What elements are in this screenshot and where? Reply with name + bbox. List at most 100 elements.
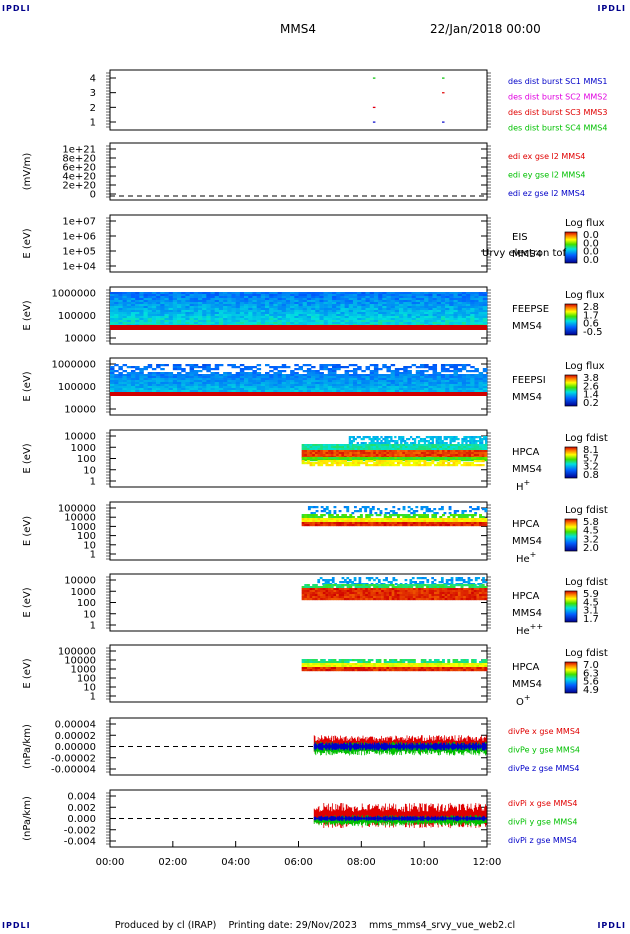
feepse-spectrogram-cell: [252, 318, 257, 321]
feepse-spectrogram-cell: [457, 312, 463, 315]
feepse-spectrogram-cell: [428, 306, 433, 309]
hpca-h-band-2-cell: [375, 454, 379, 457]
hpca-he2-band-0-cell: [327, 579, 330, 582]
feepsi-spectrogram-cell: [231, 386, 236, 389]
hpca-he1-band-3-cell: [394, 522, 398, 525]
feepsi-spectrogram-cell: [348, 376, 354, 379]
feepse-spectrogram-cell: [315, 296, 320, 299]
hpca-he1-band-2-cell: [325, 518, 329, 521]
feepse-spectrogram-cell: [210, 318, 216, 321]
feepse-spectrogram-cell: [319, 316, 324, 319]
feepse-spectrogram-cell: [181, 314, 186, 317]
hpca-he2-band-2-cell: [330, 588, 334, 591]
ylabel-hpca_h: E (eV): [22, 443, 33, 473]
hpca-he1-band-2-cell: [344, 518, 347, 521]
hpca-he1-band-2-cell: [423, 520, 427, 523]
feepse-spectrogram-cell: [352, 314, 358, 317]
feepse-spectrogram-cell: [189, 310, 195, 313]
hpca-he1-band-2-cell: [333, 518, 337, 521]
hpca-he1-band-3-cell: [386, 522, 390, 525]
feepse-spectrogram-cell: [365, 312, 371, 315]
hpca-he1-band-0-cell: [333, 512, 337, 515]
feepsi-spectrogram-cell: [147, 372, 153, 375]
feepse-spectrogram-cell: [440, 296, 446, 299]
ytick-label-edi: 4e+20: [62, 172, 96, 183]
feepsi-spectrogram-cell: [256, 382, 262, 385]
feepsi-spectrogram-cell: [197, 386, 203, 389]
feepsi-spectrogram-cell: [432, 382, 438, 385]
feepse-spectrogram-cell: [130, 296, 136, 299]
hpca-h-band-1-cell: [391, 448, 395, 451]
hpca-he1-band-3-cell: [349, 524, 353, 527]
feepse-spectrogram-cell: [172, 318, 178, 321]
feepse-spectrogram-cell: [114, 298, 119, 301]
hpca-h-band-2-cell: [301, 450, 305, 453]
feepsi-spectrogram-cell: [336, 378, 341, 381]
feepse-spectrogram-cell: [407, 300, 412, 303]
feepsi-spectrogram-cell: [193, 372, 199, 375]
feepse-spectrogram-cell: [206, 304, 211, 307]
hpca-he2-band-0-cell: [431, 577, 434, 580]
hpca-he1-band-0-cell: [397, 508, 401, 511]
feepse-spectrogram-cell: [319, 306, 324, 309]
feepse-spectrogram-cell: [474, 298, 479, 301]
hpca-h-band-3-cell: [375, 457, 379, 460]
feepse-spectrogram-cell: [365, 296, 371, 299]
feepse-spectrogram-cell: [281, 302, 287, 305]
feepse-spectrogram-cell: [378, 302, 383, 305]
hpca-h-band-2-cell: [367, 452, 371, 455]
hpca-he2-band-1-cell: [336, 586, 340, 589]
feepse-spectrogram-cell: [365, 322, 371, 325]
hpca-h-band-1-cell: [373, 448, 377, 451]
feepse-spectrogram-cell: [147, 296, 153, 299]
feepse-spectrogram-cell: [122, 310, 128, 313]
feepse-spectrogram-cell: [327, 292, 333, 295]
hpca-h-band-1-cell: [457, 448, 461, 451]
feepse-spectrogram-cell: [457, 296, 463, 299]
feepse-spectrogram-cell: [269, 296, 274, 299]
feepsi-spectrogram-cell: [252, 384, 257, 387]
feepsi-spectrogram-cell: [130, 382, 136, 385]
feepsi-spectrogram-cell: [202, 374, 207, 377]
hpca-h-band-3-cell: [465, 457, 469, 460]
feepse-spectrogram-cell: [218, 318, 224, 321]
feepse-spectrogram-cell: [122, 322, 128, 325]
hpca-h-band-3-cell: [312, 459, 316, 462]
feepsi-spectrogram-cell: [273, 366, 278, 369]
feepsi-spectrogram-cell: [264, 384, 270, 387]
hpca-he1-band-2-cell: [434, 520, 437, 523]
hpca-h-band-1-cell: [333, 446, 337, 449]
hpca-he2-band-0-cell: [482, 581, 485, 584]
feepsi-spectrogram-cell: [256, 390, 262, 393]
hpca-h-band-0-cell: [471, 442, 474, 445]
feepsi-spectrogram-cell: [453, 386, 458, 389]
feepsi-spectrogram-cell: [419, 364, 425, 367]
ytick-label-hpca_h: 1000: [71, 443, 96, 454]
hpca-he1-band-1-cell: [336, 514, 340, 517]
hpca-h-band-2-cell: [415, 452, 419, 455]
hpca-h-band-1-cell: [338, 448, 342, 451]
hpca-he2-band-1-cell: [418, 586, 422, 589]
hpca-he1-band-1-cell: [314, 516, 318, 519]
hpca-he1-band-2-cell: [412, 518, 416, 521]
hpca-h-band-1-cell: [481, 448, 485, 451]
feepse-spectrogram-cell: [273, 314, 278, 317]
hpca-he2-band-2-cell: [328, 592, 332, 595]
hpca-h-band-2-cell: [407, 452, 411, 455]
feepsi-spectrogram-cell: [223, 388, 228, 391]
feepse-spectrogram-cell: [130, 314, 136, 317]
feepse-spectrogram-cell: [160, 320, 165, 323]
feepse-spectrogram-cell: [273, 296, 278, 299]
feepsi-spectrogram-cell: [110, 366, 115, 369]
hpca-h-band-1-cell: [309, 446, 313, 449]
feepsi-spectrogram-cell: [407, 374, 412, 377]
feepsi-spectrogram-cell: [390, 384, 396, 387]
hpca-h-band-1-cell: [394, 444, 398, 447]
feepsi-spectrogram-cell: [390, 372, 396, 375]
feepse-spectrogram-cell: [156, 314, 161, 317]
feepsi-spectrogram-cell: [223, 372, 228, 375]
hpca-h-band-4-cell: [439, 464, 443, 467]
feepsi-spectrogram-cell: [214, 378, 220, 381]
feepse-spectrogram-cell: [306, 308, 312, 311]
feepsi-spectrogram-cell: [252, 386, 257, 389]
